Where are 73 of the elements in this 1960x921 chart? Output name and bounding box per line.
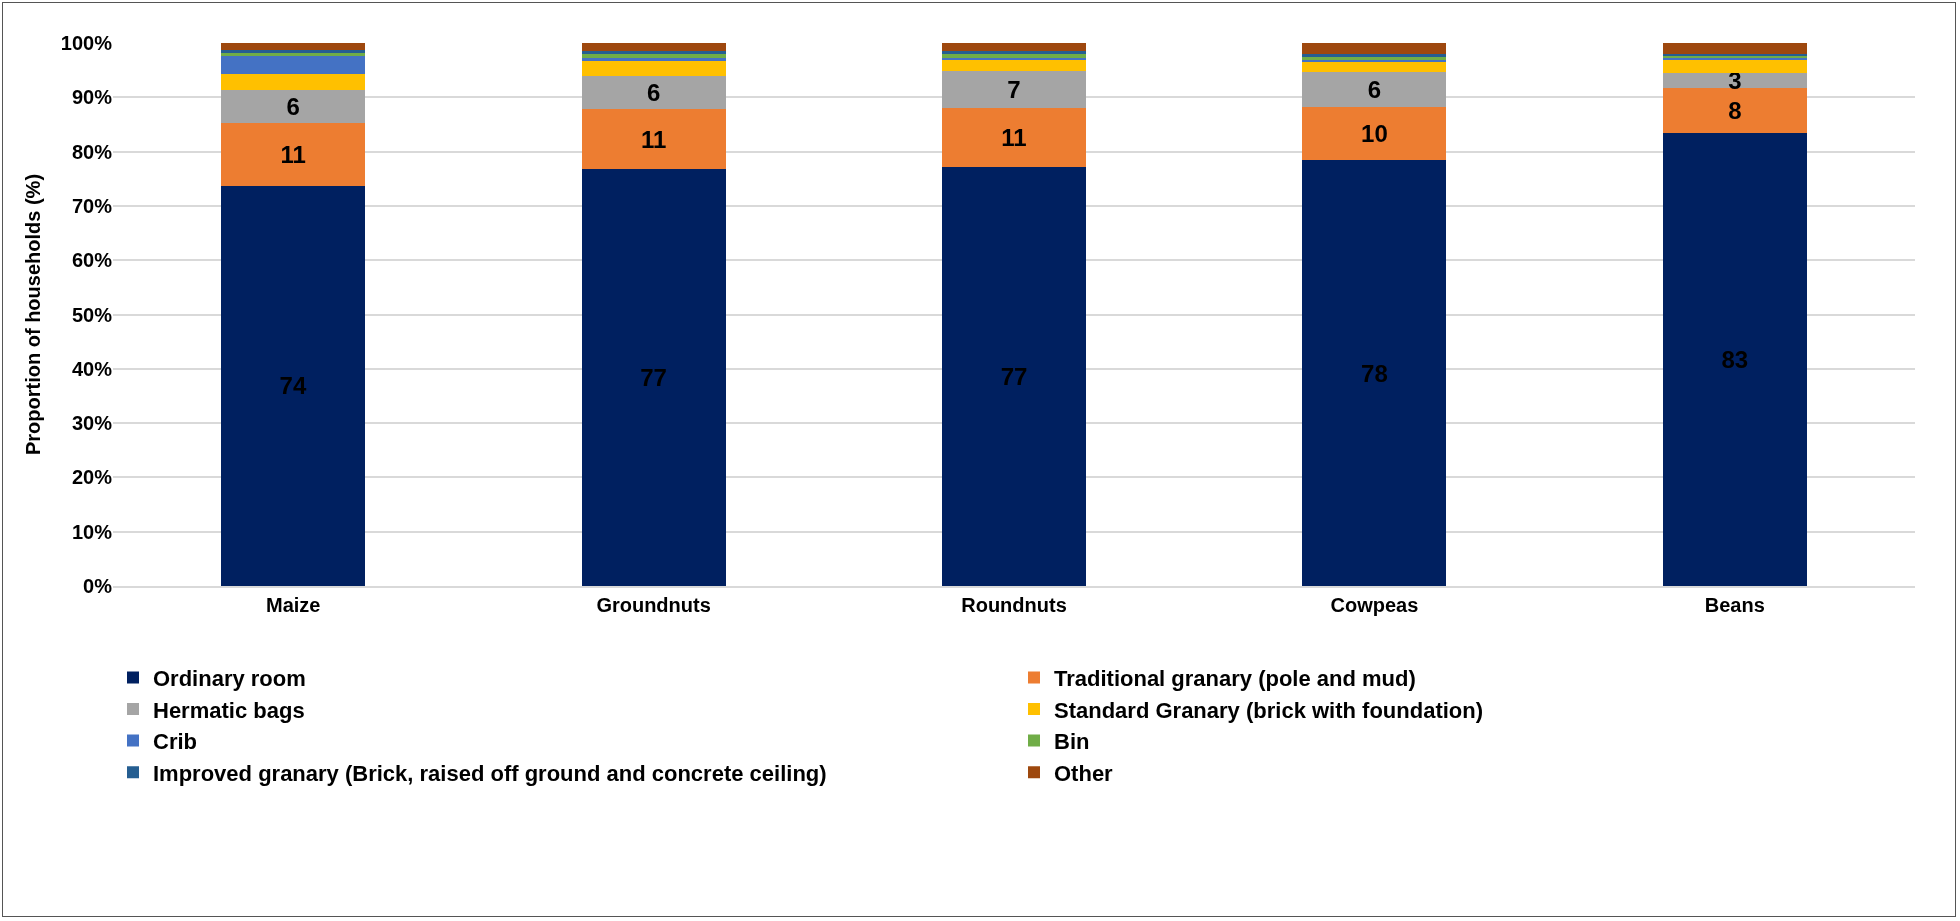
y-tick-label: 90% xyxy=(71,86,113,109)
bar xyxy=(1662,72,1807,88)
bar xyxy=(941,71,1087,108)
bar xyxy=(941,60,1087,72)
bar xyxy=(1662,43,1807,54)
legend-label: Other xyxy=(1054,760,1114,786)
y-tick-label: 40% xyxy=(71,357,113,380)
legend-label: Bin xyxy=(1054,729,1090,755)
data-label: 6 xyxy=(646,78,661,106)
bar xyxy=(581,58,726,61)
bar xyxy=(1662,60,1807,73)
bar xyxy=(1662,87,1807,134)
bar xyxy=(941,43,1087,52)
x-tick-label: Maize xyxy=(265,594,321,616)
bar xyxy=(941,107,1087,167)
bar xyxy=(221,49,366,53)
x-tick-label: Cowpeas xyxy=(1330,594,1419,616)
legend-label: Hermatic bags xyxy=(153,697,305,723)
data-label: 74 xyxy=(279,372,307,400)
bar xyxy=(221,90,366,124)
data-label: 78 xyxy=(1361,359,1388,387)
data-label: 77 xyxy=(1000,362,1028,390)
bar xyxy=(941,166,1087,586)
bar xyxy=(221,43,366,50)
legend-label: Improved granary (Brick, raised off ground and concrete ceiling) xyxy=(153,760,827,786)
bar xyxy=(1302,71,1447,108)
bar xyxy=(221,56,366,74)
bar xyxy=(581,43,726,52)
data-label: 7 xyxy=(1007,75,1021,103)
y-tick-label: 10% xyxy=(71,520,113,543)
data-label: 8 xyxy=(1728,96,1742,124)
bar xyxy=(581,168,726,586)
bar xyxy=(581,53,726,59)
x-tick-label: Groundnuts xyxy=(596,594,711,616)
bar xyxy=(581,51,726,54)
data-label: 77 xyxy=(640,363,667,391)
bar xyxy=(221,123,366,186)
y-tick-label: 20% xyxy=(71,466,113,489)
y-tick-label: 100% xyxy=(60,32,113,54)
bar xyxy=(221,185,366,586)
y-axis-title: Proportion of households (%) xyxy=(22,173,45,456)
y-tick-label: 30% xyxy=(71,412,113,435)
x-tick-label: Beans xyxy=(1704,594,1765,616)
bar xyxy=(1302,53,1447,57)
y-tick-label: 50% xyxy=(71,303,113,326)
bar xyxy=(941,53,1087,58)
data-label: 83 xyxy=(1721,346,1749,374)
y-tick-label: 80% xyxy=(71,140,113,163)
bar xyxy=(581,60,726,76)
bar xyxy=(1662,133,1807,586)
bar xyxy=(221,73,366,91)
y-tick-label: 60% xyxy=(71,249,113,272)
bar xyxy=(1302,43,1447,54)
data-label: 6 xyxy=(286,93,300,121)
legend-label: Ordinary room xyxy=(153,665,306,691)
bar xyxy=(581,109,726,169)
bar xyxy=(1302,160,1447,586)
legend-label: Standard Granary (brick with foundation) xyxy=(1054,697,1484,723)
data-label: 11 xyxy=(280,141,306,169)
bar xyxy=(941,51,1087,54)
data-label: 10 xyxy=(1361,120,1388,148)
bar xyxy=(1302,62,1447,72)
data-label: 11 xyxy=(1001,123,1027,151)
y-tick-label: 0% xyxy=(83,575,113,597)
legend-label: Crib xyxy=(153,729,197,755)
y-tick-label: 70% xyxy=(71,194,113,217)
legend-label: Traditional granary (pole and mud) xyxy=(1054,665,1416,691)
bar xyxy=(1302,107,1447,161)
x-tick-label: Roundnuts xyxy=(961,594,1067,616)
bar xyxy=(221,52,366,57)
data-label: 11 xyxy=(640,125,667,153)
data-label: 6 xyxy=(1367,75,1382,103)
bar xyxy=(581,75,726,110)
